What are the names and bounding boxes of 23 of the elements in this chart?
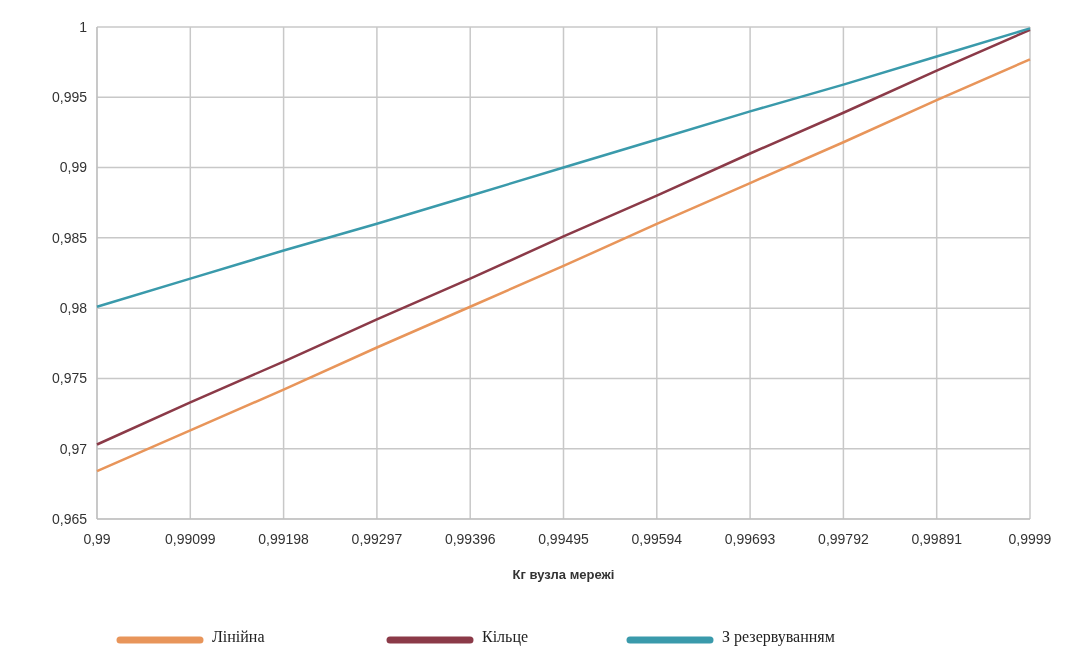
x-tick-label: 0,99198 [258,531,310,547]
legend-label: З резервуванням [722,627,835,646]
x-tick-label: 0,99495 [538,531,590,547]
x-tick-label: 0,99297 [351,531,403,547]
y-tick-label: 0,97 [59,440,88,457]
x-tick-label: 0,99891 [911,531,963,547]
x-tick-label: 0,99099 [165,531,216,547]
x-tick-label: 0,99 [83,531,111,547]
legend-label: Лінійна [212,627,265,645]
y-tick-label: 0,975 [51,370,88,387]
x-tick-label: 0,99594 [631,531,683,547]
x-tick-label: 0,99792 [818,531,869,547]
y-tick-label: 0,995 [51,89,88,106]
x-axis-title: Кг вузла мережі [512,567,615,582]
x-tick-label: 0,99396 [444,531,496,547]
y-tick-label: 0,98 [59,300,88,317]
y-tick-label: 0,985 [51,229,88,246]
y-tick-label: 0,99 [59,159,88,176]
x-tick-label: 0,99693 [724,531,776,547]
y-tick-label: 0,965 [51,510,88,527]
x-tick-label: 0,9999 [1008,531,1052,547]
legend-label: Кільце [482,627,529,646]
y-tick-label: 1 [79,18,88,35]
